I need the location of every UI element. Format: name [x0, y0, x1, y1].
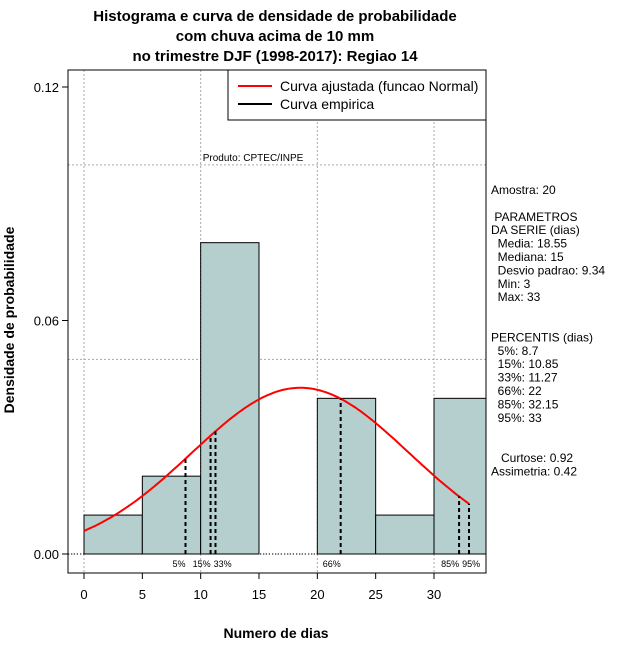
stats-text: 66%: 22 [491, 384, 542, 398]
stats-text: PARAMETROS [491, 210, 577, 224]
y-tick-label: 0.12 [34, 80, 59, 95]
stats-text: PERCENTIS (dias) [491, 330, 593, 344]
stats-text: 5%: 8.7 [491, 344, 539, 358]
histogram-bar [200, 242, 260, 555]
x-tick-label: 30 [427, 587, 441, 602]
x-tick-label: 5 [139, 587, 146, 602]
stats-text: Media: 18.55 [491, 237, 567, 251]
legend-label: Curva ajustada (funcao Normal) [280, 78, 478, 94]
x-axis-label: Numero de dias [223, 625, 328, 641]
x-tick-label: 0 [80, 587, 87, 602]
stats-text: 95%: 33 [491, 411, 542, 425]
y-axis-label: Densidade de probabilidade [1, 226, 17, 413]
percentile-label: 5% [173, 559, 186, 569]
normal-curve [83, 386, 470, 532]
histogram-bar [375, 514, 435, 555]
x-tick-label: 15 [252, 587, 266, 602]
y-tick-label: 0.00 [34, 547, 59, 562]
chart-title: Histograma e curva de densidade de proba… [93, 8, 456, 25]
percentile-label: 15% [193, 559, 211, 569]
percentile-label: 95% [462, 559, 480, 569]
histogram-bar [83, 514, 143, 555]
stats-text: 85%: 32.15 [491, 397, 559, 411]
stats-text: Amostra: 20 [491, 183, 556, 197]
percentile-label: 85% [441, 559, 459, 569]
plot-frame [67, 69, 487, 574]
stats-text: Desvio padrao: 9.34 [491, 263, 605, 277]
stats-text: Curtose: 0.92 [491, 451, 573, 465]
legend-label: Curva empirica [280, 96, 374, 112]
product-annotation: Produto: CPTEC/INPE [203, 153, 304, 164]
x-tick-label: 10 [193, 587, 207, 602]
histogram-bar [316, 397, 377, 555]
x-tick-label: 25 [368, 587, 382, 602]
y-tick-label: 0.06 [34, 314, 59, 329]
stats-text: Max: 33 [491, 290, 541, 304]
chart-title: com chuva acima de 10 mm [176, 28, 374, 45]
stats-text: DA SERIE (dias) [491, 223, 580, 237]
stats-text: Min: 3 [491, 277, 531, 291]
stats-text: 33%: 11.27 [491, 371, 558, 385]
stats-text: Mediana: 15 [491, 250, 564, 264]
legend-box [227, 69, 487, 121]
chart-title: no trimestre DJF (1998-2017): Regiao 14 [132, 48, 418, 65]
stats-text: Assimetria: 0.42 [491, 464, 577, 478]
percentile-label: 66% [323, 559, 341, 569]
stats-text: 15%: 10.85 [491, 357, 559, 371]
x-tick-label: 20 [310, 587, 324, 602]
percentile-label: 33% [214, 559, 232, 569]
histogram-bar [433, 397, 487, 555]
